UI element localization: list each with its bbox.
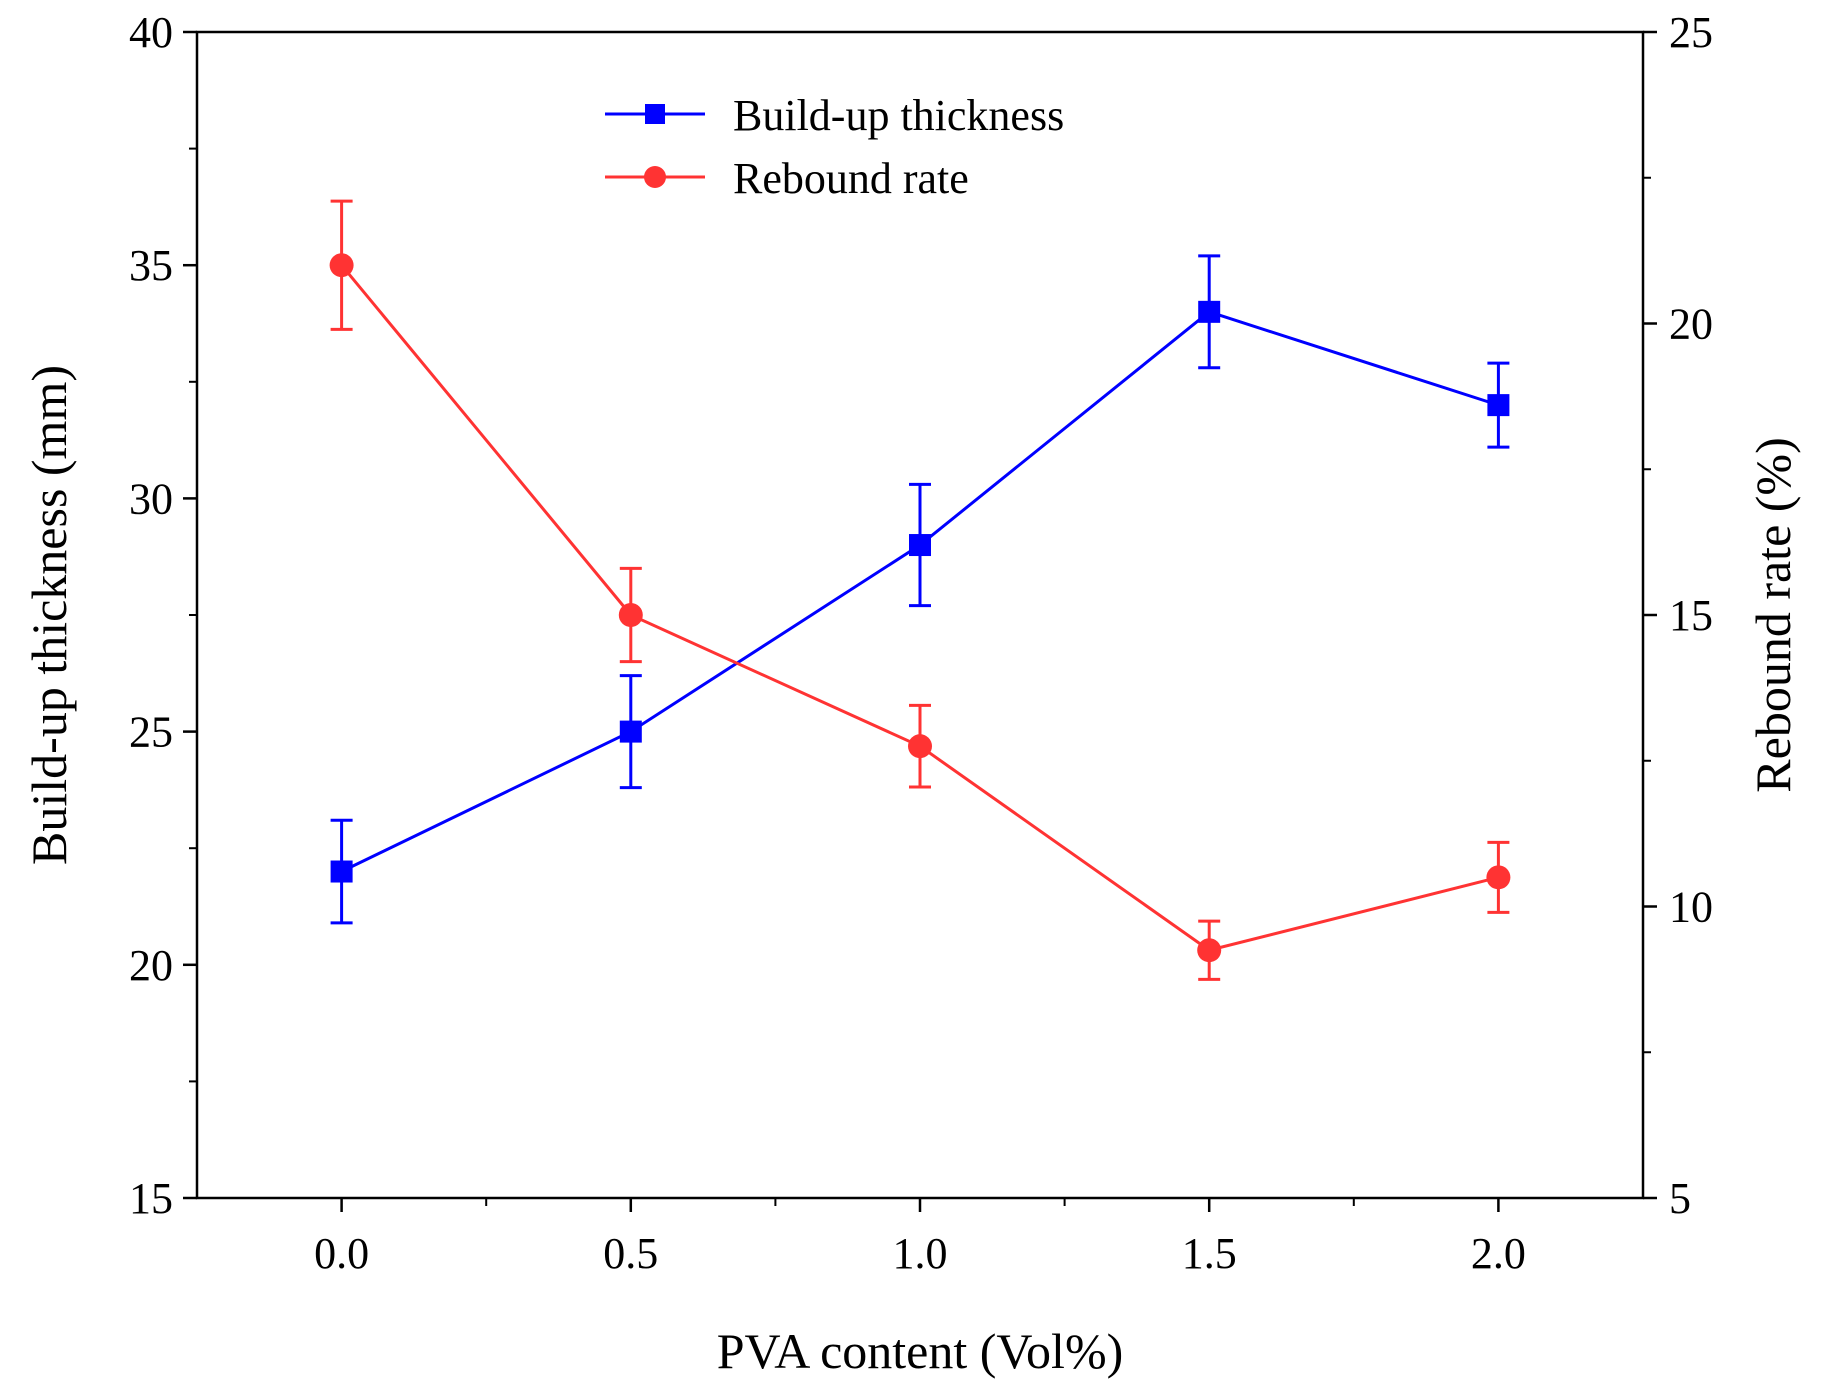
legend-marker-rebound-rate [644, 166, 666, 188]
data-point[interactable] [330, 860, 353, 883]
legend-item-rebound-rate[interactable]: Rebound rate [605, 154, 969, 203]
left-y-tick-label: 40 [129, 8, 173, 57]
data-point[interactable] [1198, 300, 1221, 323]
data-point[interactable] [618, 603, 643, 627]
data-point[interactable] [329, 253, 354, 278]
data-point[interactable] [1487, 394, 1510, 417]
x-tick-label: 1.0 [893, 1229, 948, 1278]
data-point[interactable] [619, 720, 642, 743]
legend-label-build-up-thickness: Build-up thickness [733, 91, 1064, 140]
legend-marker-build-up-thickness [645, 104, 665, 124]
right-y-tick-label: 20 [1669, 300, 1713, 349]
x-tick-label: 0.0 [314, 1229, 369, 1278]
data-point[interactable] [909, 534, 931, 557]
right-y-axis-title: Rebound rate (%) [1745, 437, 1801, 792]
series-rebound-rate [329, 199, 1511, 981]
x-axis-ticks: 0.0 0.5 1.0 1.5 2.0 [314, 1198, 1526, 1278]
legend-label-rebound-rate: Rebound rate [733, 154, 969, 203]
series-build-up-thickness [330, 254, 1510, 925]
left-y-tick-label: 35 [129, 241, 173, 290]
x-tick-label: 1.5 [1182, 1229, 1237, 1278]
right-y-tick-label: 25 [1669, 8, 1713, 57]
left-y-tick-label: 20 [129, 941, 173, 990]
right-y-tick-label: 15 [1669, 591, 1713, 640]
series-layer [329, 199, 1511, 981]
left-y-axis-ticks: 15 20 25 30 35 40 [129, 8, 197, 1223]
left-y-tick-label: 30 [129, 474, 173, 523]
right-y-tick-label: 5 [1669, 1174, 1691, 1223]
x-tick-label: 2.0 [1471, 1229, 1526, 1278]
left-y-tick-label: 15 [129, 1174, 173, 1223]
x-tick-label: 0.5 [603, 1229, 658, 1278]
left-y-tick-label: 25 [129, 708, 173, 757]
data-point[interactable] [1197, 938, 1222, 963]
legend: Build-up thickness Rebound rate [605, 91, 1064, 203]
x-axis-title: PVA content (Vol%) [717, 1323, 1124, 1379]
plot-frame [195, 30, 1645, 1200]
series-line-rebound-rate [340, 264, 1499, 952]
data-point[interactable] [908, 734, 932, 759]
right-y-axis-ticks: 5 10 15 20 25 [1643, 8, 1713, 1223]
left-y-axis-title: Build-up thickness (mm) [21, 365, 77, 865]
legend-item-build-up-thickness[interactable]: Build-up thickness [605, 91, 1064, 140]
data-point[interactable] [1486, 865, 1511, 890]
right-y-tick-label: 10 [1669, 883, 1713, 932]
